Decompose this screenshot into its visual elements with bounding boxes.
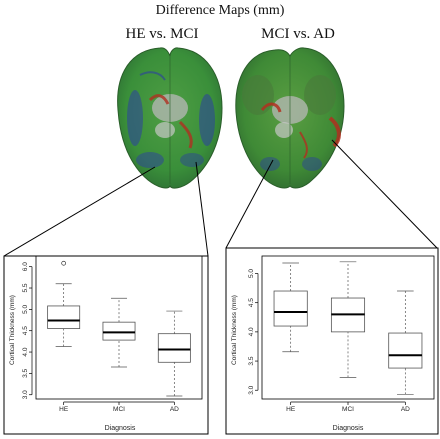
y-tick-label: 5.0 bbox=[248, 269, 255, 278]
boxplot-panel-right: 3.0 3.5 4.0 4.5 5.0 HE MCI AD Cortical Thicknes… bbox=[225, 247, 439, 435]
y-tick-label: 3.5 bbox=[248, 356, 255, 365]
figure-title: Difference Maps (mm) bbox=[155, 3, 285, 18]
box-iqr bbox=[157, 333, 191, 363]
box-iqr bbox=[273, 290, 308, 327]
x-axis-label-left: Diagnosis bbox=[105, 425, 136, 432]
y-axis-right: 3.0 3.5 4.0 4.5 5.0 HE MCI AD bbox=[248, 269, 410, 413]
box-iqr bbox=[388, 332, 423, 369]
x-tick-label: HE bbox=[286, 406, 296, 413]
x-tick-label: AD bbox=[170, 406, 179, 413]
x-tick-label: AD bbox=[401, 406, 410, 413]
box-he bbox=[273, 262, 308, 353]
boxes-right bbox=[273, 261, 423, 395]
y-tick-label: 4.0 bbox=[248, 327, 255, 336]
x-tick-label: MCI bbox=[342, 406, 354, 413]
y-tick-label: 4.5 bbox=[22, 326, 29, 335]
plot-area-right bbox=[261, 255, 435, 400]
outlier-point bbox=[61, 260, 67, 266]
y-tick-label: 3.0 bbox=[248, 385, 255, 394]
box-he bbox=[47, 260, 81, 347]
box-ad bbox=[157, 310, 191, 397]
brain-map-he-vs-mci bbox=[117, 47, 223, 189]
y-tick-label: 6.0 bbox=[22, 262, 29, 271]
connector-right-b bbox=[331, 139, 439, 250]
brain-title-left: HE vs. MCI bbox=[125, 26, 199, 42]
box-iqr bbox=[47, 305, 81, 329]
y-tick-label: 5.5 bbox=[22, 283, 29, 292]
boxes-left bbox=[47, 260, 191, 397]
y-axis-left: 3.0 3.5 4.0 4.5 5.0 5.5 6.0 HE MCI AD bbox=[22, 262, 179, 413]
connector-right-a bbox=[225, 159, 274, 249]
box-iqr bbox=[102, 321, 136, 341]
y-tick-label: 3.0 bbox=[22, 390, 29, 399]
x-tick-label: HE bbox=[59, 406, 69, 413]
box-ad bbox=[388, 290, 423, 395]
connector-left-b bbox=[195, 161, 209, 257]
y-tick-label: 5.0 bbox=[22, 304, 29, 313]
brain-map-mci-vs-ad bbox=[235, 47, 345, 189]
x-axis-label-right: Diagnosis bbox=[333, 425, 364, 432]
plot-area-left bbox=[35, 255, 203, 400]
x-tick-label: MCI bbox=[113, 406, 125, 413]
y-tick-label: 4.0 bbox=[22, 347, 29, 356]
y-axis-label-right: Cortical Thickness (mm) bbox=[231, 295, 238, 365]
y-axis-label-left: Cortical Thickness (mm) bbox=[9, 295, 16, 365]
boxplot-panel-left: 3.0 3.5 4.0 4.5 5.0 5.5 6.0 HE MCI AD Cortical Th… bbox=[3, 255, 209, 435]
box-mci bbox=[102, 297, 136, 368]
brain-title-right: MCI vs. AD bbox=[261, 26, 335, 42]
connector-left-a bbox=[3, 166, 156, 257]
y-tick-label: 4.5 bbox=[248, 298, 255, 307]
y-tick-label: 3.5 bbox=[22, 368, 29, 377]
zoom-connectors bbox=[3, 139, 439, 257]
box-mci bbox=[330, 261, 366, 378]
